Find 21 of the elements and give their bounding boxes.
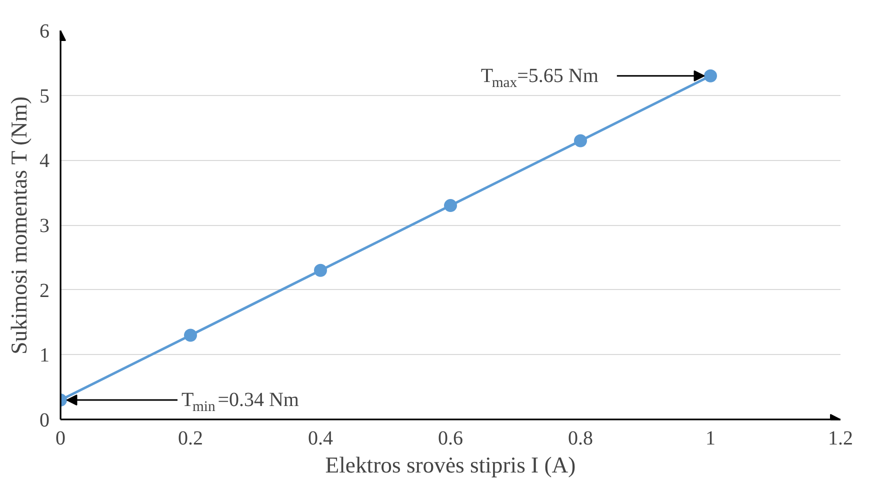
y-axis-title: Sukimosi momentas T (Nm) [6, 96, 32, 354]
point [184, 328, 197, 342]
x-tick-label: 0.8 [568, 428, 593, 450]
point [704, 69, 717, 82]
point [574, 134, 587, 148]
x-tick-label: 1.2 [828, 428, 853, 450]
y-tick-label: 4 [40, 150, 50, 172]
point [314, 264, 327, 277]
x-tick-label: 0.6 [438, 428, 463, 450]
x-tick-label: 1 [706, 428, 716, 450]
y-tick-label: 5 [40, 85, 50, 108]
x-axis-title: Elektros srovės stipris I (A) [325, 452, 576, 478]
y-tick-label: 0 [40, 410, 50, 432]
x-tick-label: 0.2 [178, 428, 203, 450]
x-tick-label: 0 [56, 428, 66, 450]
y-tick-label: 2 [40, 280, 50, 302]
y-tick-label: 3 [40, 215, 50, 237]
point [444, 199, 457, 212]
x-tick-label: 0.4 [308, 428, 333, 450]
y-tick-label: 1 [40, 344, 50, 367]
y-tick-label: 6 [40, 20, 50, 42]
